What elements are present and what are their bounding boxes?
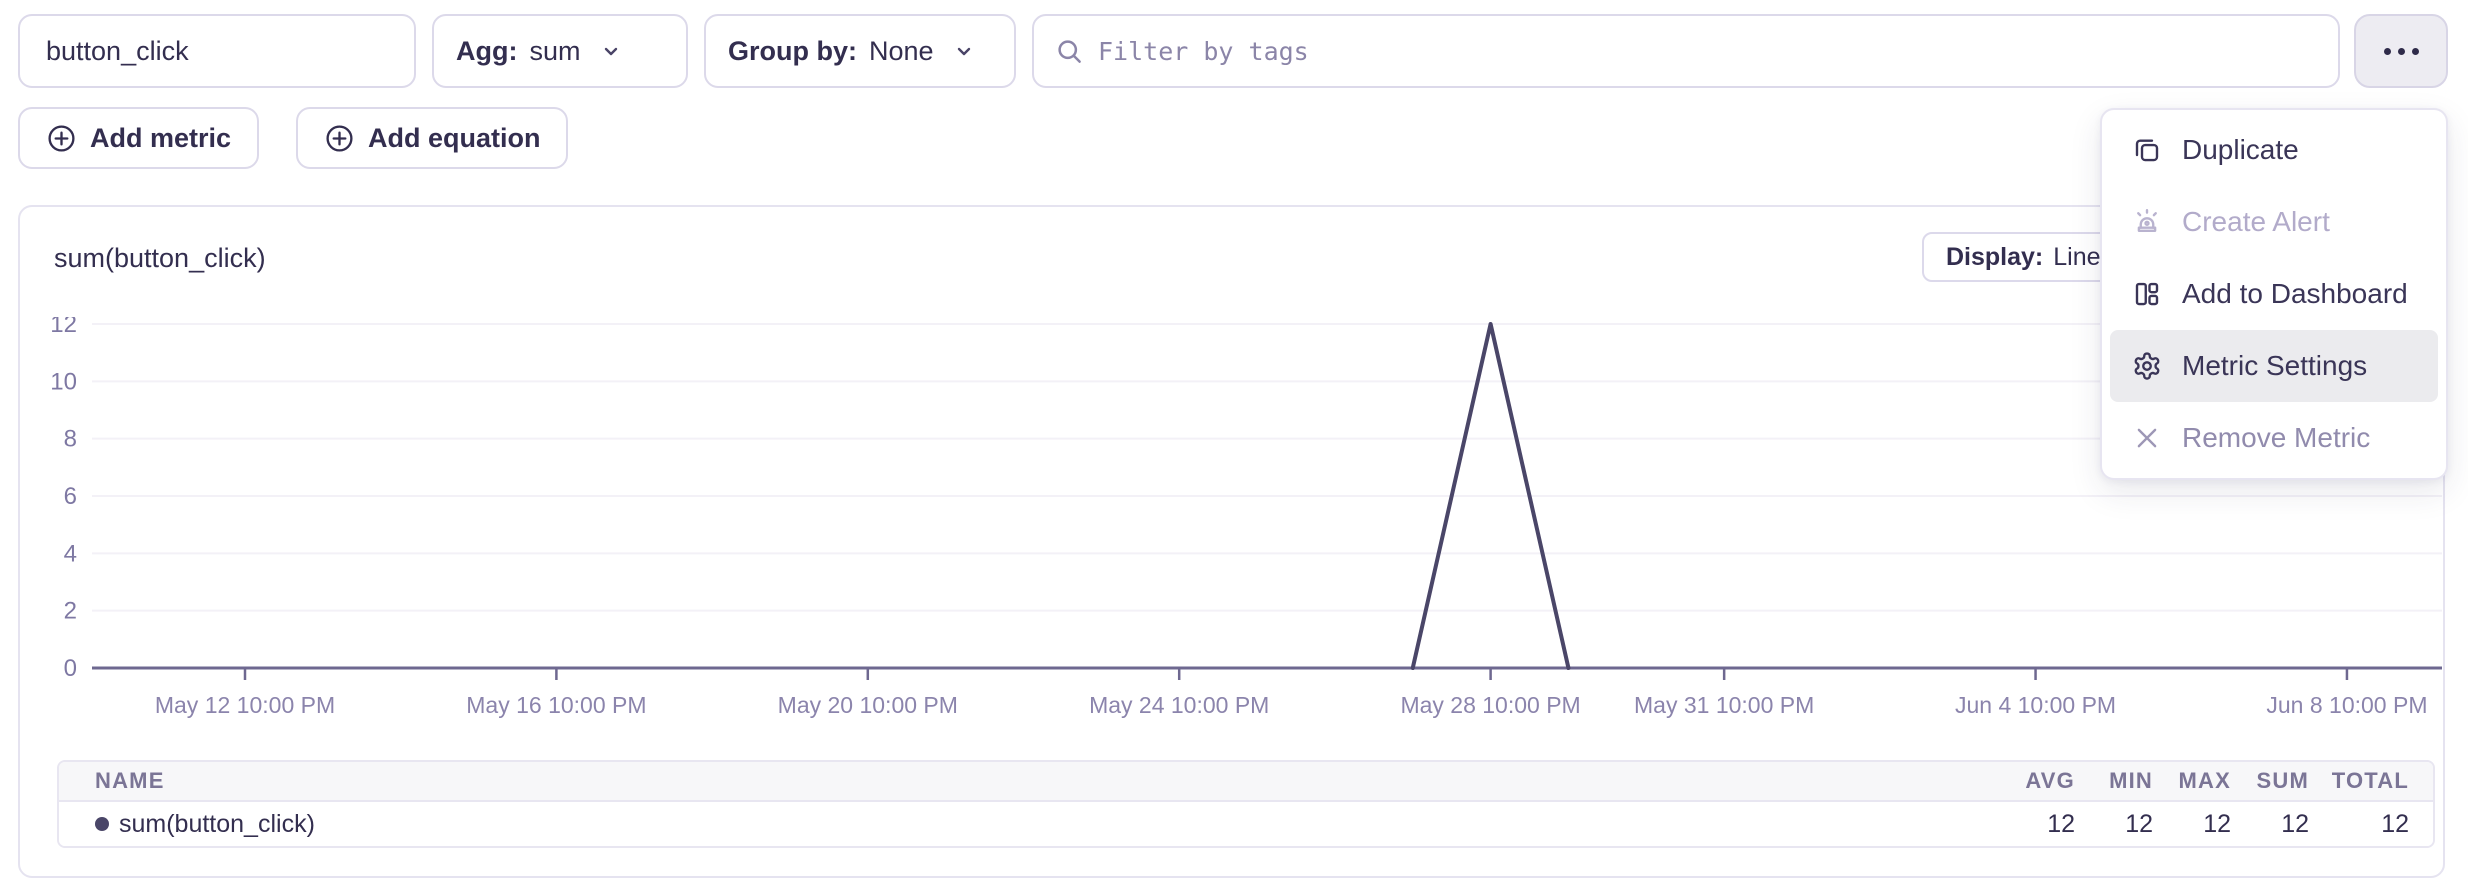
stat-column-header-sum: SUM	[2256, 768, 2309, 793]
x-axis-tick-label: May 16 10:00 PM	[466, 692, 646, 718]
y-axis-tick-label: 4	[64, 540, 77, 567]
menu-item-add-to-dashboard[interactable]: Add to Dashboard	[2110, 258, 2438, 330]
stat-column-header-max: MAX	[2178, 768, 2231, 793]
more-options-button[interactable]	[2354, 14, 2448, 88]
series-summary-table: NAME AVG MIN MAX SUM TOTAL sum(button_click)…	[57, 760, 2435, 848]
menu-item-create-alert[interactable]: Create Alert	[2110, 186, 2438, 258]
display-value: Line	[2053, 242, 2101, 271]
group-by-label: Group by:	[728, 35, 857, 66]
add-metric-button[interactable]: Add metric	[18, 107, 260, 169]
stat-value: 12	[2281, 809, 2309, 838]
table-header-row: NAME AVG MIN MAX SUM TOTAL	[59, 762, 2433, 802]
display-label: Display:	[1946, 242, 2044, 271]
menu-item-remove-metric[interactable]: Remove Metric	[2110, 402, 2438, 474]
y-axis-tick-label: 12	[50, 317, 77, 338]
stat-column-header-avg: AVG	[2025, 768, 2075, 793]
series-line	[1410, 322, 1571, 670]
chart-title: sum(button_click)	[54, 243, 266, 273]
menu-item-label: Add to Dashboard	[2182, 278, 2408, 309]
stat-column-header-min: MIN	[2109, 768, 2153, 793]
y-axis-tick-label: 0	[64, 655, 77, 682]
stat-value: 12	[2381, 809, 2409, 838]
duplicate-icon	[2135, 139, 2159, 162]
series-name: sum(button_click)	[119, 809, 315, 838]
x-axis-tick-label: May 20 10:00 PM	[778, 692, 958, 718]
name-column-header: NAME	[95, 768, 165, 793]
dashboard-icon	[2135, 282, 2159, 306]
menu-item-duplicate[interactable]: Duplicate	[2110, 114, 2438, 186]
x-axis-tick-label: May 31 10:00 PM	[1634, 692, 1814, 718]
remove-icon	[2137, 428, 2157, 448]
settings-icon	[2134, 352, 2160, 380]
series-name-cell: sum(button_click)	[59, 810, 2001, 839]
metric-context-menu: Duplicate Create Alert Add to Dashboard Met…	[2100, 108, 2448, 480]
x-axis-tick-label: Jun 4 10:00 PM	[1955, 692, 2116, 718]
search-icon	[1054, 36, 1084, 66]
chevron-down-icon	[599, 39, 623, 63]
group-by-select[interactable]: Group by: None	[704, 14, 1016, 88]
y-axis-tick-label: 10	[50, 368, 77, 395]
chevron-down-icon	[952, 39, 976, 63]
plus-circle-icon	[324, 123, 355, 154]
add-equation-label: Add equation	[368, 122, 541, 153]
stat-value: 12	[2203, 809, 2231, 838]
stat-value: 12	[2047, 809, 2075, 838]
metric-name-input[interactable]	[18, 14, 416, 88]
add-metric-label: Add metric	[90, 122, 232, 153]
add-equation-button[interactable]: Add equation	[296, 107, 569, 169]
menu-item-label: Create Alert	[2182, 206, 2330, 237]
menu-item-label: Remove Metric	[2182, 422, 2371, 453]
menu-item-label: Metric Settings	[2182, 350, 2368, 381]
x-axis-tick-label: May 28 10:00 PM	[1400, 692, 1580, 718]
tag-filter-container	[1032, 14, 2340, 88]
stat-column-header-total: TOTAL	[2331, 768, 2409, 793]
y-axis-tick-label: 6	[64, 483, 77, 510]
series-color-dot	[95, 817, 109, 831]
menu-item-metric-settings[interactable]: Metric Settings	[2110, 330, 2438, 402]
y-axis-tick-label: 8	[64, 426, 77, 453]
metric-chart-card: sum(button_click) Display: Line 12 10 8 6 4 2…	[18, 205, 2445, 878]
plus-circle-icon	[46, 123, 77, 154]
tag-filter-input[interactable]	[1098, 36, 2318, 66]
x-axis-tick-label: May 12 10:00 PM	[155, 692, 335, 718]
alert-icon	[2137, 208, 2157, 232]
x-axis-tick-label: May 24 10:00 PM	[1089, 692, 1269, 718]
agg-value: sum	[529, 35, 581, 66]
x-axis-tick-label: Jun 8 10:00 PM	[2266, 692, 2427, 718]
series-row[interactable]: sum(button_click) 12 12 12 12 12	[59, 802, 2433, 846]
menu-item-label: Duplicate	[2182, 134, 2299, 165]
aggregation-select[interactable]: Agg: sum	[432, 14, 688, 88]
group-by-value: None	[869, 35, 934, 66]
stat-value: 12	[2125, 809, 2153, 838]
agg-label: Agg:	[456, 35, 518, 66]
ellipsis-icon	[2383, 47, 2391, 55]
y-axis-tick-label: 2	[64, 598, 77, 625]
line-chart-canvas: 12 10 8 6 4 2 0 May 12 10:00 PM May 16 10:00 PM M…	[50, 317, 2442, 718]
